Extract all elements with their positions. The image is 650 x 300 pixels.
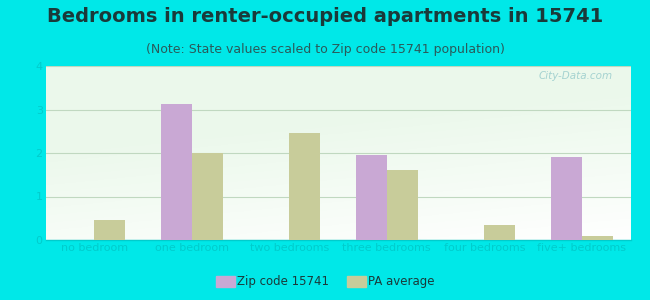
Text: City-Data.com: City-Data.com bbox=[539, 71, 613, 81]
Bar bbox=[582, 236, 613, 240]
Legend: Zip code 15741, PA average: Zip code 15741, PA average bbox=[212, 271, 438, 291]
Text: (Note: State values scaled to Zip code 15741 population): (Note: State values scaled to Zip code 1… bbox=[146, 44, 504, 56]
Bar bbox=[484, 225, 515, 240]
Bar bbox=[356, 155, 387, 240]
Bar bbox=[192, 153, 223, 240]
Text: Bedrooms in renter-occupied apartments in 15741: Bedrooms in renter-occupied apartments i… bbox=[47, 8, 603, 26]
Bar bbox=[387, 170, 418, 240]
Bar bbox=[551, 157, 582, 240]
Bar bbox=[289, 134, 320, 240]
Bar bbox=[94, 220, 125, 240]
Bar bbox=[161, 104, 192, 240]
